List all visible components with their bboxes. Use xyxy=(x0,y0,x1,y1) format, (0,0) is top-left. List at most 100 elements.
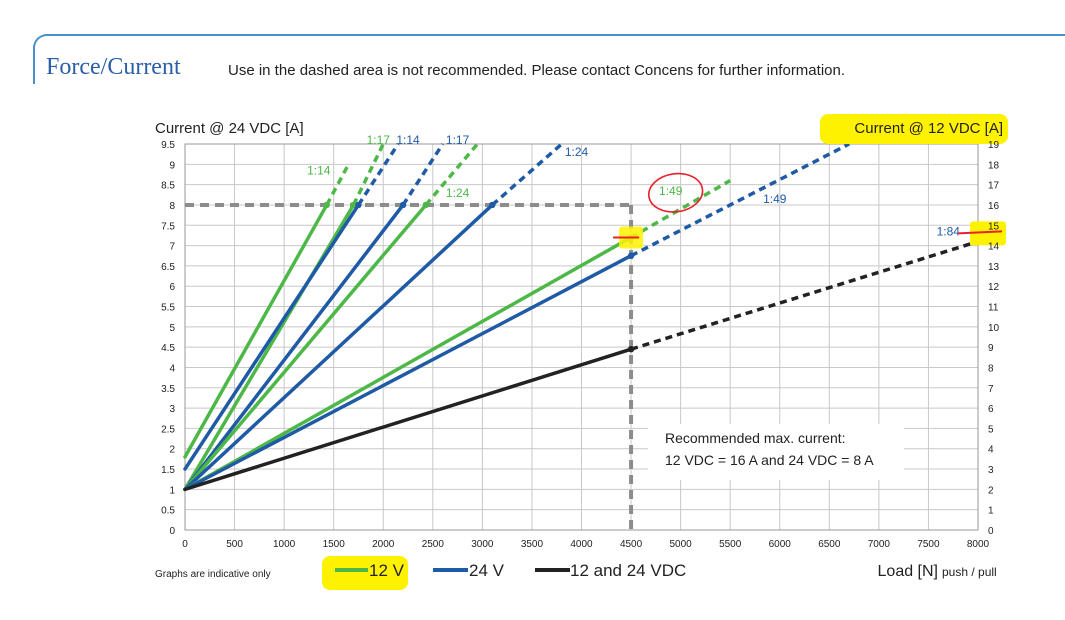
recommendation-line-2: 12 VDC = 16 A and 24 VDC = 8 A xyxy=(665,452,874,468)
section-frame-top-rule xyxy=(48,34,1065,36)
series-endpoint xyxy=(627,345,635,353)
plot-border xyxy=(184,143,979,531)
x-tick-label: 6500 xyxy=(818,539,841,550)
x-tick-label: 5500 xyxy=(719,539,742,550)
section-note: Use in the dashed area is not recommende… xyxy=(228,62,845,79)
y-left-tick-label: 5 xyxy=(169,323,175,334)
series-line-solid xyxy=(183,203,329,459)
y-right-tick-label: 3 xyxy=(988,465,994,476)
right-axis-title-highlight xyxy=(820,114,1008,144)
y-right-tick-label: 19 xyxy=(988,140,1000,151)
series-line-solid xyxy=(183,235,633,492)
series-line-label: 1:84 xyxy=(937,224,961,238)
legend-label-12v: 12 V xyxy=(369,561,405,580)
y-right-tick-label: 2 xyxy=(988,485,994,496)
series-line-solid xyxy=(183,203,495,492)
y-left-tick-label: 1 xyxy=(169,485,175,496)
y-right-tick-label: 0 xyxy=(988,526,994,537)
series-line-dashed xyxy=(357,143,400,206)
x-tick-label: 2000 xyxy=(372,539,395,550)
y-left-tick-label: 6.5 xyxy=(161,262,175,273)
right-axis-red-mark xyxy=(957,230,1003,235)
right-axis-title: Current @ 12 VDC [A] xyxy=(854,120,1003,137)
y-left-tick-label: 5.5 xyxy=(161,303,175,314)
y-left-tick-label: 1.5 xyxy=(161,465,175,476)
y-left-tick-label: 2 xyxy=(169,445,175,456)
x-tick-label: 8000 xyxy=(967,539,990,550)
x-tick-label: 6000 xyxy=(769,539,792,550)
x-tick-label: 7000 xyxy=(868,539,891,550)
x-tick-label: 3000 xyxy=(471,539,494,550)
x-tick-label: 2500 xyxy=(422,539,445,550)
series-line-solid xyxy=(183,253,633,492)
legend: 12 V 24 V 12 and 24 VDC xyxy=(322,556,686,590)
y-left-tick-label: 6 xyxy=(169,282,175,293)
legend-label-24v: 24 V xyxy=(469,561,505,580)
series-line-dashed xyxy=(630,142,850,258)
x-tick-label: 500 xyxy=(226,539,243,550)
section-title: Force/Current xyxy=(46,54,181,80)
series-line-label: 1:17 xyxy=(367,133,391,147)
y-right-tick-label: 12 xyxy=(988,282,1000,293)
y-right-tick-label: 7 xyxy=(988,384,994,395)
y-right-tick-label: 16 xyxy=(988,201,1000,212)
series-line-dashed xyxy=(325,163,351,206)
y-right-tick-label: 5 xyxy=(988,424,994,435)
y-right-tick-label: 13 xyxy=(988,262,1000,273)
x-tick-label: 3500 xyxy=(521,539,544,550)
y-right-tick-label: 4 xyxy=(988,445,994,456)
y-right-tick-label: 9 xyxy=(988,343,994,354)
legend-label-12-and-24vdc: 12 and 24 VDC xyxy=(570,561,686,580)
series-line-solid xyxy=(183,203,361,471)
section-frame-corner xyxy=(33,34,49,50)
footnote: Graphs are indicative only xyxy=(155,569,271,580)
annotations xyxy=(613,172,1006,249)
y-left-tick-label: 7 xyxy=(169,242,175,253)
y-right-tick-label: 8 xyxy=(988,363,994,374)
reference-lines xyxy=(185,202,634,530)
x-axis-title-suffix: push / pull xyxy=(942,565,997,579)
x-tick-label: 4000 xyxy=(570,539,593,550)
x-tick-label: 1000 xyxy=(273,539,296,550)
series-endpoint xyxy=(422,201,430,209)
series-line-label: 1:49 xyxy=(763,192,787,206)
y-right-tick-label: 1 xyxy=(988,506,994,517)
section-frame-left-rule xyxy=(33,48,35,84)
right-axis-highlight xyxy=(970,221,1006,246)
y-left-tick-label: 2.5 xyxy=(161,424,175,435)
series-endpoint xyxy=(489,201,496,209)
y-right-tick-label: 11 xyxy=(988,303,999,314)
x-axis-title: Load [N] xyxy=(878,563,938,580)
left-axis-title: Current @ 24 VDC [A] xyxy=(155,120,304,137)
y-left-tick-label: 3.5 xyxy=(161,384,175,395)
y-left-tick-label: 8.5 xyxy=(161,181,175,192)
series-line-label: 1:24 xyxy=(565,145,589,159)
y-right-tick-label: 6 xyxy=(988,404,994,415)
x-tick-label: 0 xyxy=(182,539,188,550)
y-left-tick-label: 4.5 xyxy=(161,343,175,354)
x-tick-label: 7500 xyxy=(917,539,940,550)
tick-labels: 0 500 1000 1500 2000 2500 3000 3500 4000 4500 5000… xyxy=(161,140,999,550)
y-left-tick-label: 9 xyxy=(169,160,175,171)
y-right-tick-label: 18 xyxy=(988,160,1000,171)
recommendation-line-1: Recommended max. current: xyxy=(665,430,846,446)
series-line-label: 1:17 xyxy=(446,133,470,147)
legend-highlight xyxy=(322,556,408,590)
series-line-solid xyxy=(183,203,428,492)
series-line-dashed xyxy=(491,142,563,207)
series-line-dashed xyxy=(424,142,479,207)
series-line-solid xyxy=(183,203,405,492)
y-left-tick-label: 0 xyxy=(169,526,175,537)
series-line-label: 1:24 xyxy=(446,186,470,200)
series-endpoint xyxy=(355,201,362,209)
y-right-tick-label: 17 xyxy=(988,181,1000,192)
x-tick-label: 1500 xyxy=(323,539,346,550)
series-endpoint xyxy=(399,201,407,209)
series-line-label: 1:14 xyxy=(307,163,331,177)
x-tick-label: 5000 xyxy=(670,539,693,550)
series-line-solid xyxy=(183,347,633,492)
series-endpoint xyxy=(350,201,357,209)
y-left-tick-label: 3 xyxy=(169,404,175,415)
series-lines: 1:14 1:17 1:14 1:17 1:24 1:24 1:49 1:49 1:84 xyxy=(183,133,979,492)
